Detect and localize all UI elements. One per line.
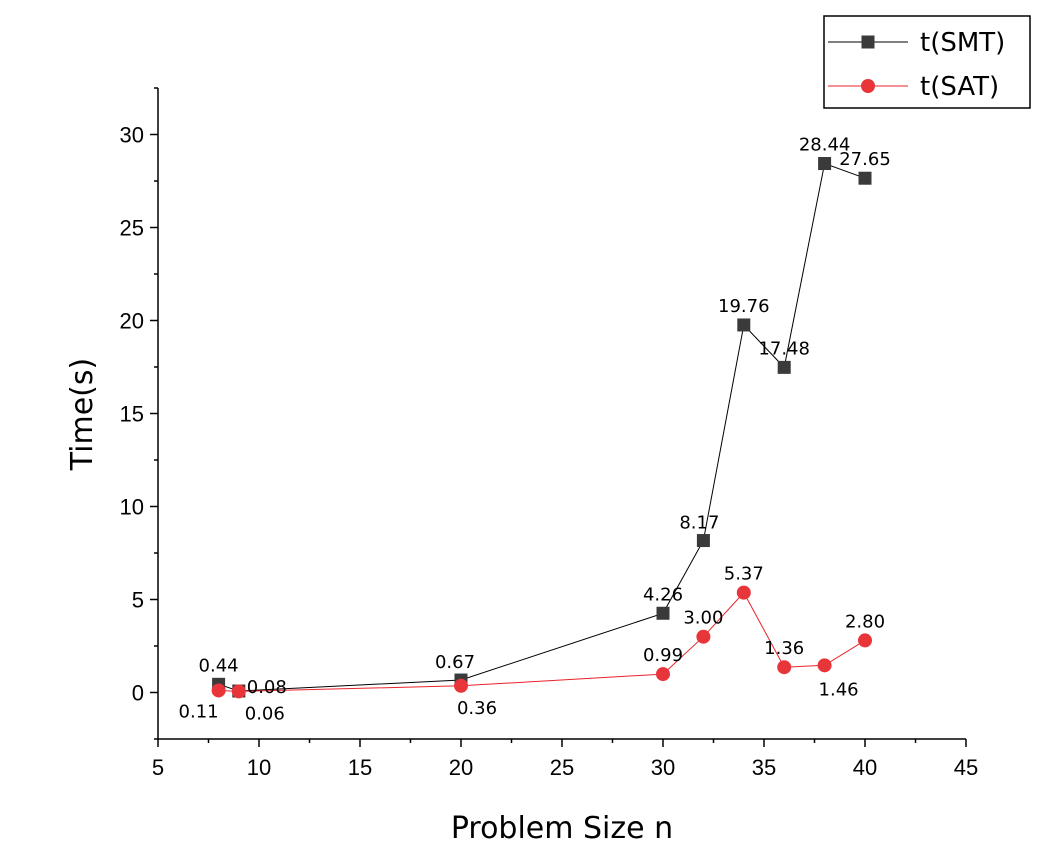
series-layer bbox=[211, 157, 872, 699]
x-axis-title: Problem Size n bbox=[451, 811, 673, 846]
x-tick-label: 25 bbox=[550, 755, 574, 780]
data-label: 0.11 bbox=[179, 701, 219, 722]
data-label: 8.17 bbox=[679, 513, 719, 534]
legend-square-marker bbox=[861, 35, 875, 49]
x-tick-label: 45 bbox=[954, 755, 978, 780]
data-label: 0.06 bbox=[245, 703, 285, 724]
data-label: 27.65 bbox=[839, 149, 891, 170]
data-label: 28.44 bbox=[799, 135, 851, 156]
data-label: 5.37 bbox=[724, 564, 764, 585]
legend-box bbox=[823, 15, 1031, 109]
x-tick-label: 35 bbox=[752, 755, 776, 780]
x-tick-label: 30 bbox=[651, 755, 675, 780]
x-tick-label: 20 bbox=[449, 755, 473, 780]
legend: t(SMT) t(SAT) bbox=[823, 15, 1031, 109]
data-label: 0.44 bbox=[199, 655, 239, 676]
data-labels: 0.44 0.08 0.67 4.26 8.17 19.76 17.48 28.4427.65… bbox=[179, 135, 891, 725]
sat-point-marker bbox=[858, 633, 872, 648]
y-axis-title: Time(s) bbox=[65, 358, 100, 471]
data-label: 1.46 bbox=[819, 679, 859, 700]
sat-point-marker bbox=[696, 629, 711, 644]
sat-point-marker bbox=[211, 683, 226, 698]
data-label: 0.99 bbox=[643, 645, 683, 666]
data-label: 3.00 bbox=[683, 608, 723, 629]
smt-point-marker bbox=[777, 360, 791, 374]
y-tick-label: 0 bbox=[132, 681, 144, 706]
y-tick-label: 15 bbox=[120, 402, 144, 427]
sat-point-marker bbox=[231, 684, 246, 699]
data-label: 0.08 bbox=[247, 677, 287, 698]
smt-point-marker bbox=[656, 606, 670, 620]
smt-point-marker bbox=[737, 318, 751, 332]
data-label: 2.80 bbox=[845, 611, 885, 632]
y-tick-label: 25 bbox=[120, 216, 144, 241]
data-label: 19.76 bbox=[718, 296, 770, 317]
x-tick-label: 5 bbox=[152, 755, 164, 780]
legend-circle-marker bbox=[861, 79, 875, 93]
axes: 5 10 15 20 25 30 35 40 45 0 5 10 15 20 25 30 bbox=[120, 87, 978, 780]
data-label: 0.67 bbox=[435, 652, 475, 673]
x-tick-label: 40 bbox=[853, 755, 877, 780]
sat-point-marker bbox=[656, 667, 670, 682]
x-tick-label: 15 bbox=[348, 755, 372, 780]
y-tick-label: 5 bbox=[132, 588, 144, 613]
x-tick-label: 10 bbox=[247, 755, 271, 780]
smt-point-marker bbox=[858, 171, 872, 185]
y-tick-label: 10 bbox=[120, 495, 144, 520]
data-label: 4.26 bbox=[643, 584, 683, 605]
y-tick-label: 30 bbox=[120, 123, 144, 148]
legend-label: t(SAT) bbox=[920, 72, 999, 102]
y-tick-label: 20 bbox=[120, 309, 144, 334]
series-line-0 bbox=[218, 162, 866, 692]
sat-point-marker bbox=[736, 585, 751, 600]
data-label: 1.36 bbox=[764, 638, 804, 659]
sat-point-marker bbox=[454, 678, 468, 693]
data-label: 17.48 bbox=[758, 338, 810, 359]
sat-point-marker bbox=[777, 660, 792, 675]
smt-point-marker bbox=[696, 534, 710, 548]
smt-point-marker bbox=[818, 157, 832, 171]
data-label: 0.36 bbox=[457, 698, 497, 719]
sat-point-marker bbox=[817, 658, 832, 673]
legend-label: t(SMT) bbox=[920, 28, 1005, 58]
